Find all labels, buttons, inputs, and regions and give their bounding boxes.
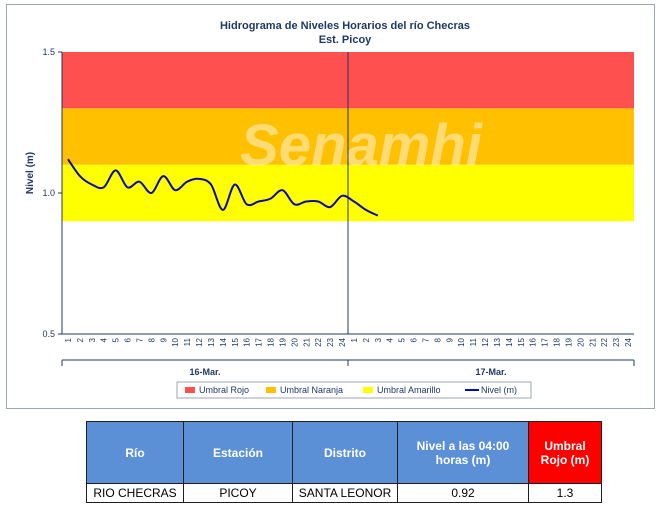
chart-title: Hidrograma de Niveles Horarios del río C…: [220, 20, 470, 32]
x-tick-label: 12: [195, 337, 204, 346]
x-tick-label: 11: [183, 337, 192, 346]
hydrograph-chart: Hidrograma de Niveles Horarios del río C…: [25, 20, 635, 399]
x-tick-label: 23: [326, 337, 335, 346]
x-tick-label: 20: [576, 337, 585, 346]
header-estacion: Estación: [183, 421, 293, 484]
chart-subtitle: Est. Picoy: [319, 34, 372, 46]
y-axis-label: Nivel (m): [25, 152, 36, 194]
x-tick-label: 10: [457, 337, 466, 346]
table-row: RIO CHECRAS PICOY SANTA LEONOR 0.92 1.3: [86, 483, 602, 503]
x-tick-label: 3: [374, 337, 383, 342]
x-tick-label: 21: [588, 337, 597, 346]
x-tick-label: 19: [278, 337, 287, 346]
cell-distrito: SANTA LEONOR: [292, 483, 398, 503]
chart-axes: 0.51.01.51 2 3 4 5 6 7 8 9 10 11 12 13 14 15 16 17 18 19 20…: [42, 47, 635, 377]
legend-label-nivel-m: Nivel (m): [481, 385, 517, 395]
table-header-row: Río Estación Distrito Nivel a las 04:00 …: [86, 421, 602, 484]
header-rio: Río: [86, 421, 184, 484]
cell-umbral-rojo: 1.3: [528, 483, 602, 503]
x-tick-label: 4: [100, 337, 109, 342]
x-tick-label: 9: [159, 337, 168, 342]
day-label: 17-Mar.: [475, 367, 506, 377]
x-tick-label: 11: [469, 337, 478, 346]
cell-nivel: 0.92: [397, 483, 529, 503]
x-tick-label: 22: [600, 337, 609, 346]
legend-label-umbral-naranja: Umbral Naranja: [280, 385, 343, 395]
watermark-text: Senamhi: [240, 113, 484, 178]
station-table: Río Estación Distrito Nivel a las 04:00 …: [86, 421, 602, 503]
x-tick-label: 17: [541, 337, 550, 346]
header-umbral-rojo: Umbral Rojo (m): [528, 421, 602, 484]
chart-frame: Hidrograma de Niveles Horarios del río C…: [6, 4, 655, 409]
y-tick-label: 0.5: [42, 329, 55, 339]
x-tick-label: 13: [493, 337, 502, 346]
x-tick-label: 24: [338, 337, 347, 346]
x-tick-label: 10: [171, 337, 180, 346]
y-tick-label: 1.0: [42, 188, 55, 198]
x-tick-label: 20: [290, 337, 299, 346]
x-tick-label: 12: [481, 337, 490, 346]
legend-swatch-umbral-rojo: [185, 387, 195, 393]
legend-box: [176, 381, 532, 399]
x-tick-label: 9: [445, 337, 454, 342]
x-tick-label: 18: [267, 337, 276, 346]
day-label: 16-Mar.: [189, 367, 220, 377]
x-tick-label: 16: [243, 337, 252, 346]
x-tick-label: 22: [314, 337, 323, 346]
x-tick-label: 14: [219, 337, 228, 346]
cell-estacion: PICOY: [183, 483, 293, 503]
x-tick-label: 17: [255, 337, 264, 346]
legend: Umbral Rojo Umbral Naranja Umbral Amarillo…: [176, 381, 532, 399]
x-tick-label: 5: [112, 337, 121, 342]
legend-label-umbral-amarillo: Umbral Amarillo: [377, 385, 441, 395]
x-tick-label: 18: [553, 337, 562, 346]
x-tick-label: 24: [624, 337, 633, 346]
legend-swatch-umbral-naranja: [266, 387, 276, 393]
legend-label-umbral-rojo: Umbral Rojo: [199, 385, 249, 395]
x-tick-label: 2: [76, 337, 85, 342]
x-tick-label: 23: [612, 337, 621, 346]
x-tick-label: 5: [398, 337, 407, 342]
x-tick-label: 8: [433, 337, 442, 342]
x-tick-label: 21: [302, 337, 311, 346]
y-tick-label: 1.5: [42, 47, 55, 57]
header-nivel: Nivel a las 04:00 horas (m): [397, 421, 529, 484]
x-tick-label: 1: [350, 337, 359, 342]
x-tick-label: 7: [135, 337, 144, 342]
x-tick-label: 8: [147, 337, 156, 342]
x-tick-label: 1: [64, 337, 73, 342]
x-tick-label: 16: [529, 337, 538, 346]
x-tick-label: 6: [410, 337, 419, 342]
x-tick-label: 15: [517, 337, 526, 346]
cell-rio: RIO CHECRAS: [86, 483, 184, 503]
x-tick-label: 19: [564, 337, 573, 346]
header-distrito: Distrito: [292, 421, 398, 484]
x-tick-label: 2: [362, 337, 371, 342]
x-tick-label: 15: [231, 337, 240, 346]
legend-swatch-umbral-amarillo: [363, 387, 373, 393]
x-tick-label: 6: [124, 337, 133, 342]
x-tick-label: 13: [207, 337, 216, 346]
x-tick-label: 3: [88, 337, 97, 342]
x-tick-label: 4: [386, 337, 395, 342]
x-tick-label: 14: [505, 337, 514, 346]
series-line-nivel: [67, 158, 379, 217]
x-tick-label: 7: [421, 337, 430, 342]
series-layer: [67, 158, 379, 217]
